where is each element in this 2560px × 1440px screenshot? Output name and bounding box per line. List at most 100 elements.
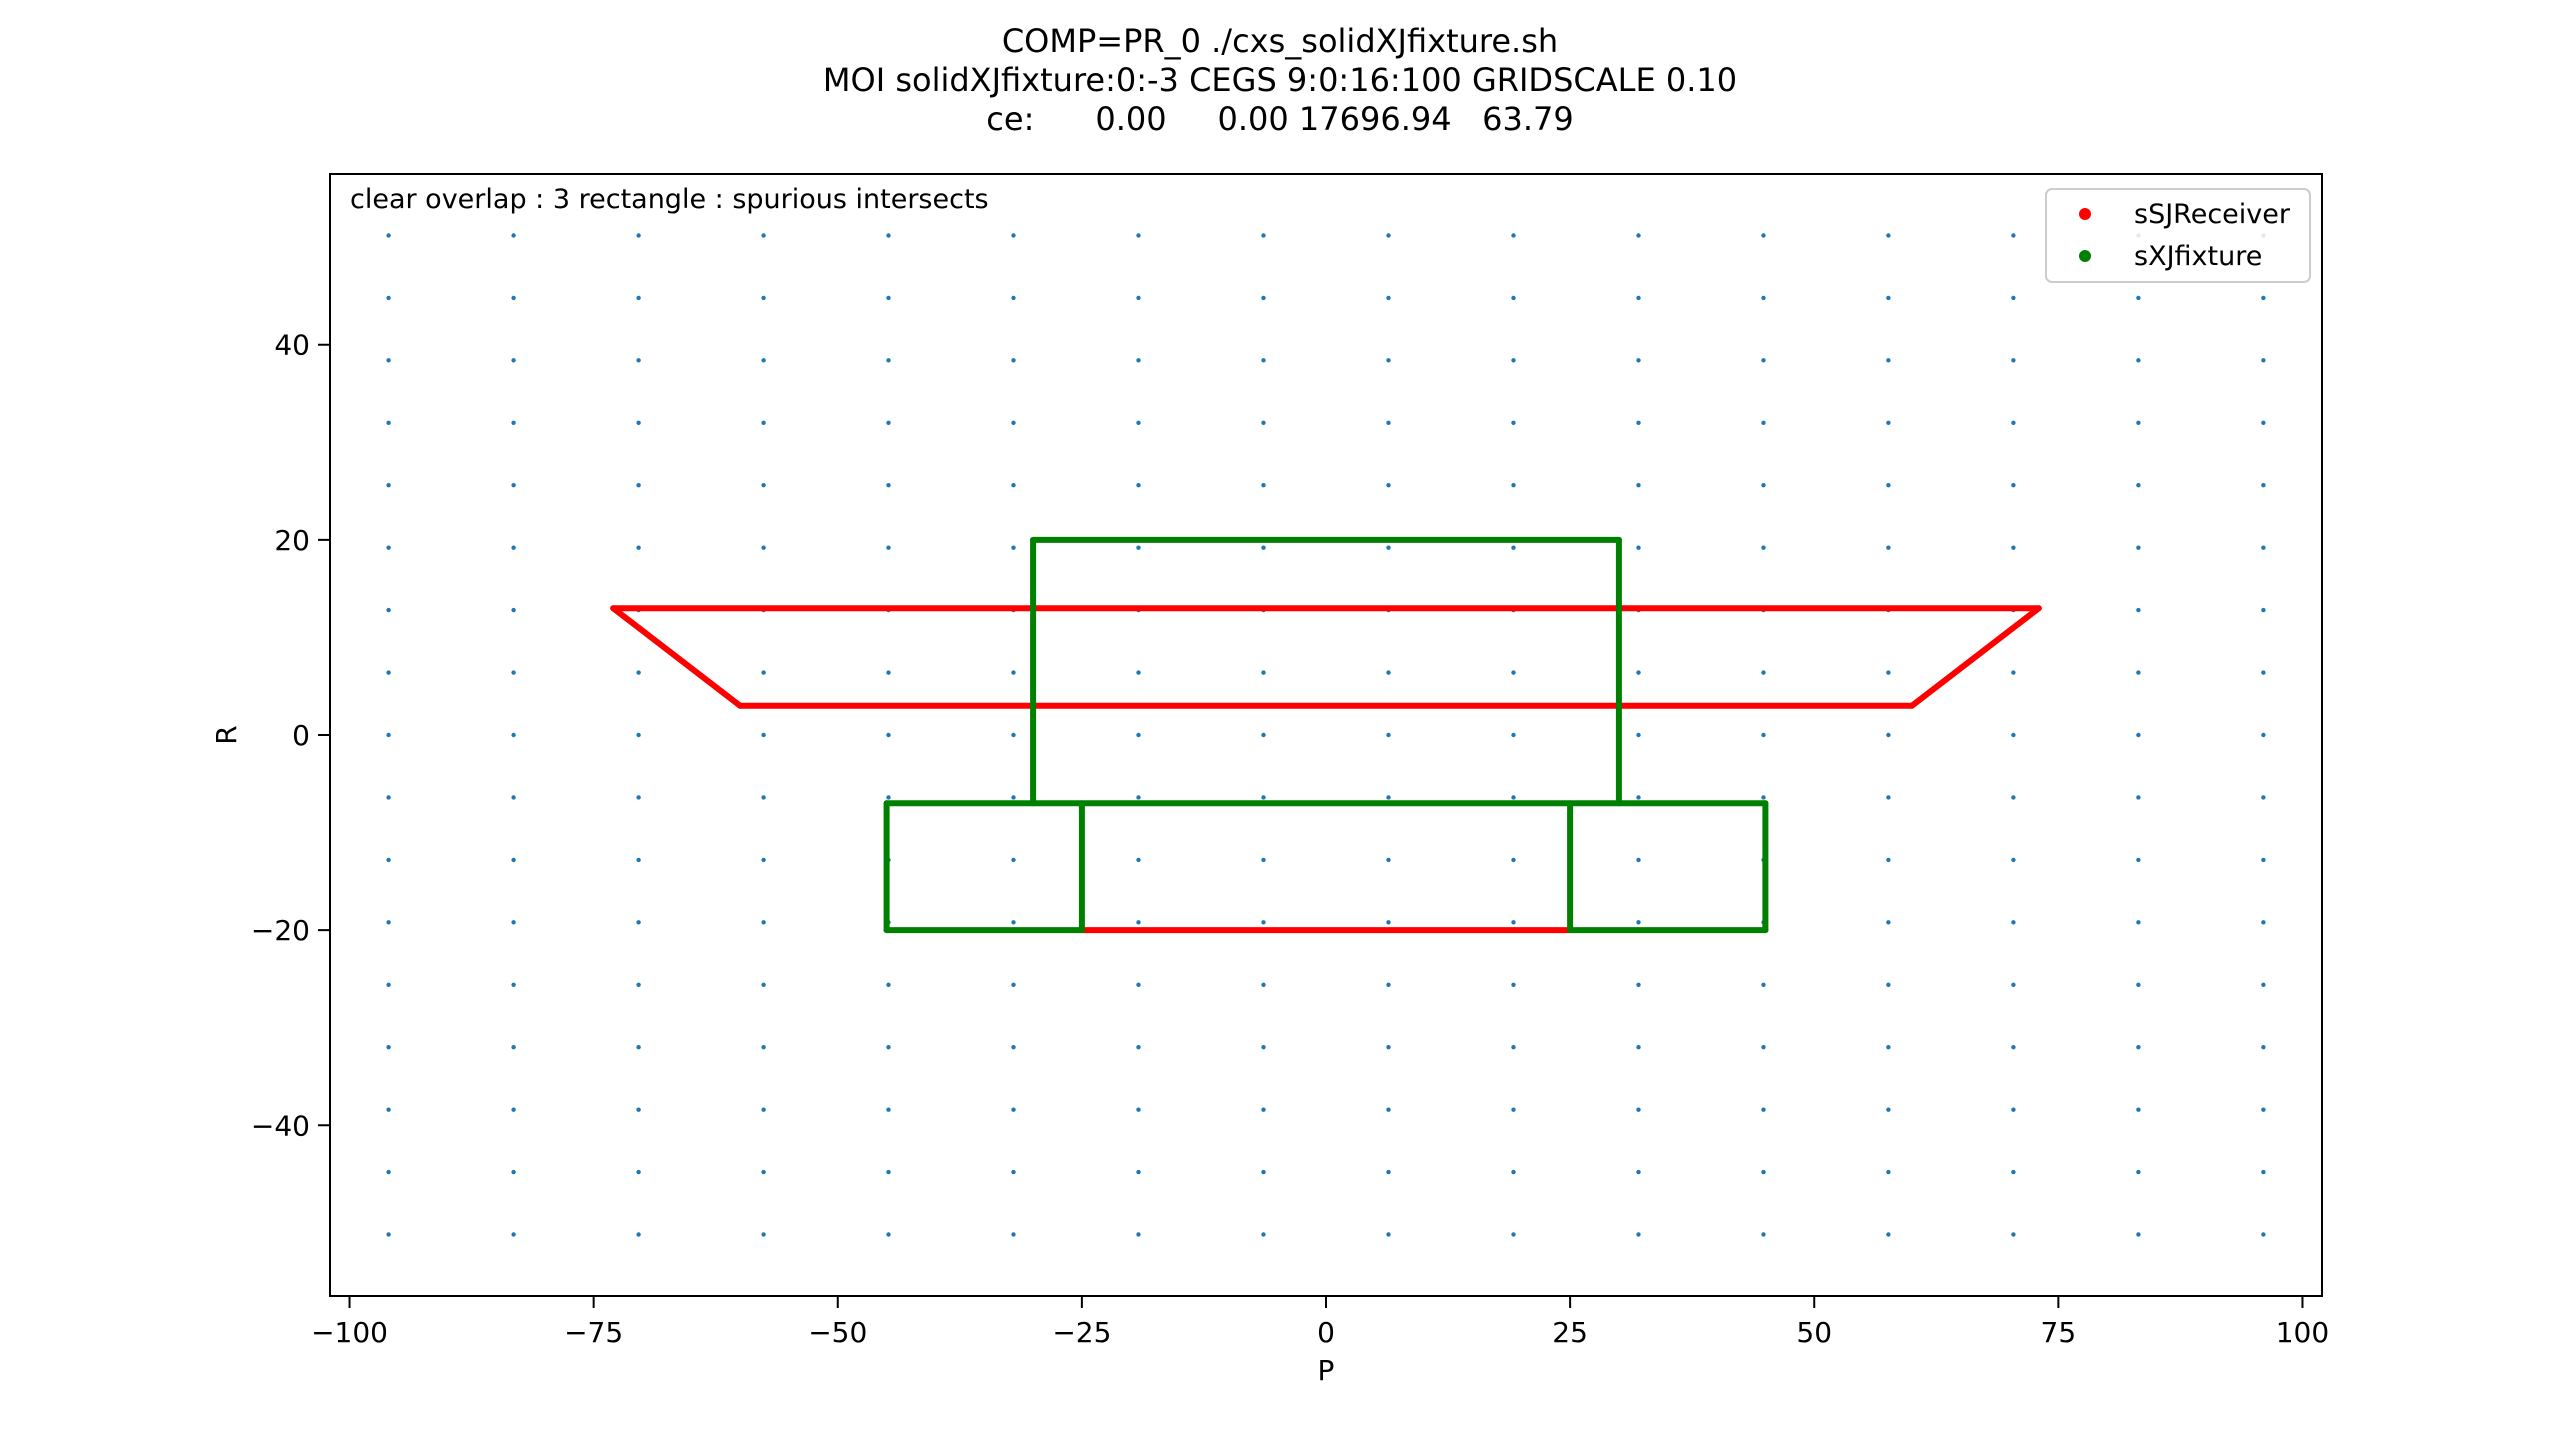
grid-point [1761,545,1766,550]
grid-point [386,233,391,238]
x-tick-label: 75 [2041,1316,2077,1349]
grid-point [1261,295,1266,301]
grid-point [2261,1107,2266,1112]
legend-marker-receiver [2079,208,2091,220]
grid-point [1511,857,1516,863]
grid-point [2261,545,2266,550]
grid-point [761,732,766,738]
grid-point [1261,1107,1266,1112]
grid-point [1011,982,1016,987]
grid-point [1511,795,1516,800]
grid-point [386,545,391,550]
grid-point [2136,982,2141,987]
grid-point [1386,670,1391,675]
grid-point [1386,1232,1391,1237]
grid-point [1136,295,1141,301]
grid-point [2011,420,2016,425]
grid-point [1886,670,1891,675]
grid-point [1511,233,1516,238]
grid-point [386,295,391,301]
grid-point [386,358,391,363]
title-line-2: MOI solidXJfixture:0:-3 CEGS 9:0:16:100 … [822,61,1738,99]
grid-point [511,295,516,301]
grid-point [2261,857,2266,863]
grid-point [1136,1232,1141,1237]
grid-point [636,795,641,800]
grid-point [1886,1045,1891,1050]
grid-point [636,358,641,363]
x-tick-label: 50 [1796,1316,1832,1349]
grid-point [386,732,391,738]
grid-point [1261,233,1266,238]
grid-point [2011,1232,2016,1237]
grid-point [1761,1169,1766,1175]
grid-point [2011,358,2016,363]
grid-point [1136,545,1141,550]
grid-point [1886,857,1891,863]
grid-point [1511,483,1516,488]
grid-point [386,420,391,425]
y-tick-label: 20 [274,524,310,557]
grid-point [761,670,766,675]
grid-point [1636,982,1641,987]
grid-point [886,1045,891,1050]
grid-point [1761,233,1766,238]
grid-point [2011,483,2016,488]
grid-point [1636,1169,1641,1175]
grid-point [1136,420,1141,425]
grid-point [1886,982,1891,987]
grid-point [2261,1232,2266,1237]
grid-point [1136,1169,1141,1175]
grid-point [386,1232,391,1237]
grid-point [2261,670,2266,675]
grid-point [1011,295,1016,301]
grid-point [1386,295,1391,301]
grid-point [511,982,516,987]
legend-frame [2045,188,2311,283]
grid-point [636,233,641,238]
title-line-3: ce: 0.00 0.00 17696.94 63.79 [986,100,1574,138]
grid-point [886,670,891,675]
grid-point [1261,920,1266,925]
receiver-segment [610,605,744,709]
grid-point [1761,295,1766,301]
grid-point [2136,545,2141,550]
grid-point [511,920,516,925]
grid-point [636,670,641,675]
grid-point [1511,1232,1516,1237]
legend-label-receiver: sSJReceiver [2134,199,2291,230]
grid-point [1636,795,1641,800]
grid-point [1011,1169,1016,1175]
grid-point [1011,670,1016,675]
x-tick-label: 100 [2276,1316,2329,1349]
grid-point [761,420,766,425]
grid-point [2136,732,2141,738]
grid-point [386,982,391,987]
x-tick-label: 25 [1552,1316,1588,1349]
grid-point [1136,670,1141,675]
grid-point [511,420,516,425]
grid-point [2261,795,2266,800]
grid-point [1886,420,1891,425]
x-tick-label: −75 [564,1316,623,1349]
x-axis-label: P [1318,1354,1335,1387]
grid-point [1636,358,1641,363]
grid-point [1011,420,1016,425]
grid-point [511,545,516,550]
grid-point [1511,420,1516,425]
x-tick-label: −100 [311,1316,388,1349]
grid-point [2261,483,2266,488]
grid-point [1886,795,1891,800]
grid-point [1886,1169,1891,1175]
grid-point [761,1045,766,1050]
grid-point [2136,607,2141,613]
grid-point [1386,483,1391,488]
legend-label-fixture: sXJfixture [2134,241,2262,272]
grid-point [1011,233,1016,238]
grid-point [1261,483,1266,488]
grid-point [386,483,391,488]
grid-point [1386,1169,1391,1175]
grid-point [1886,1107,1891,1112]
grid-point [1011,795,1016,800]
plot-annotation: clear overlap : 3 rectangle : spurious i… [350,184,989,215]
